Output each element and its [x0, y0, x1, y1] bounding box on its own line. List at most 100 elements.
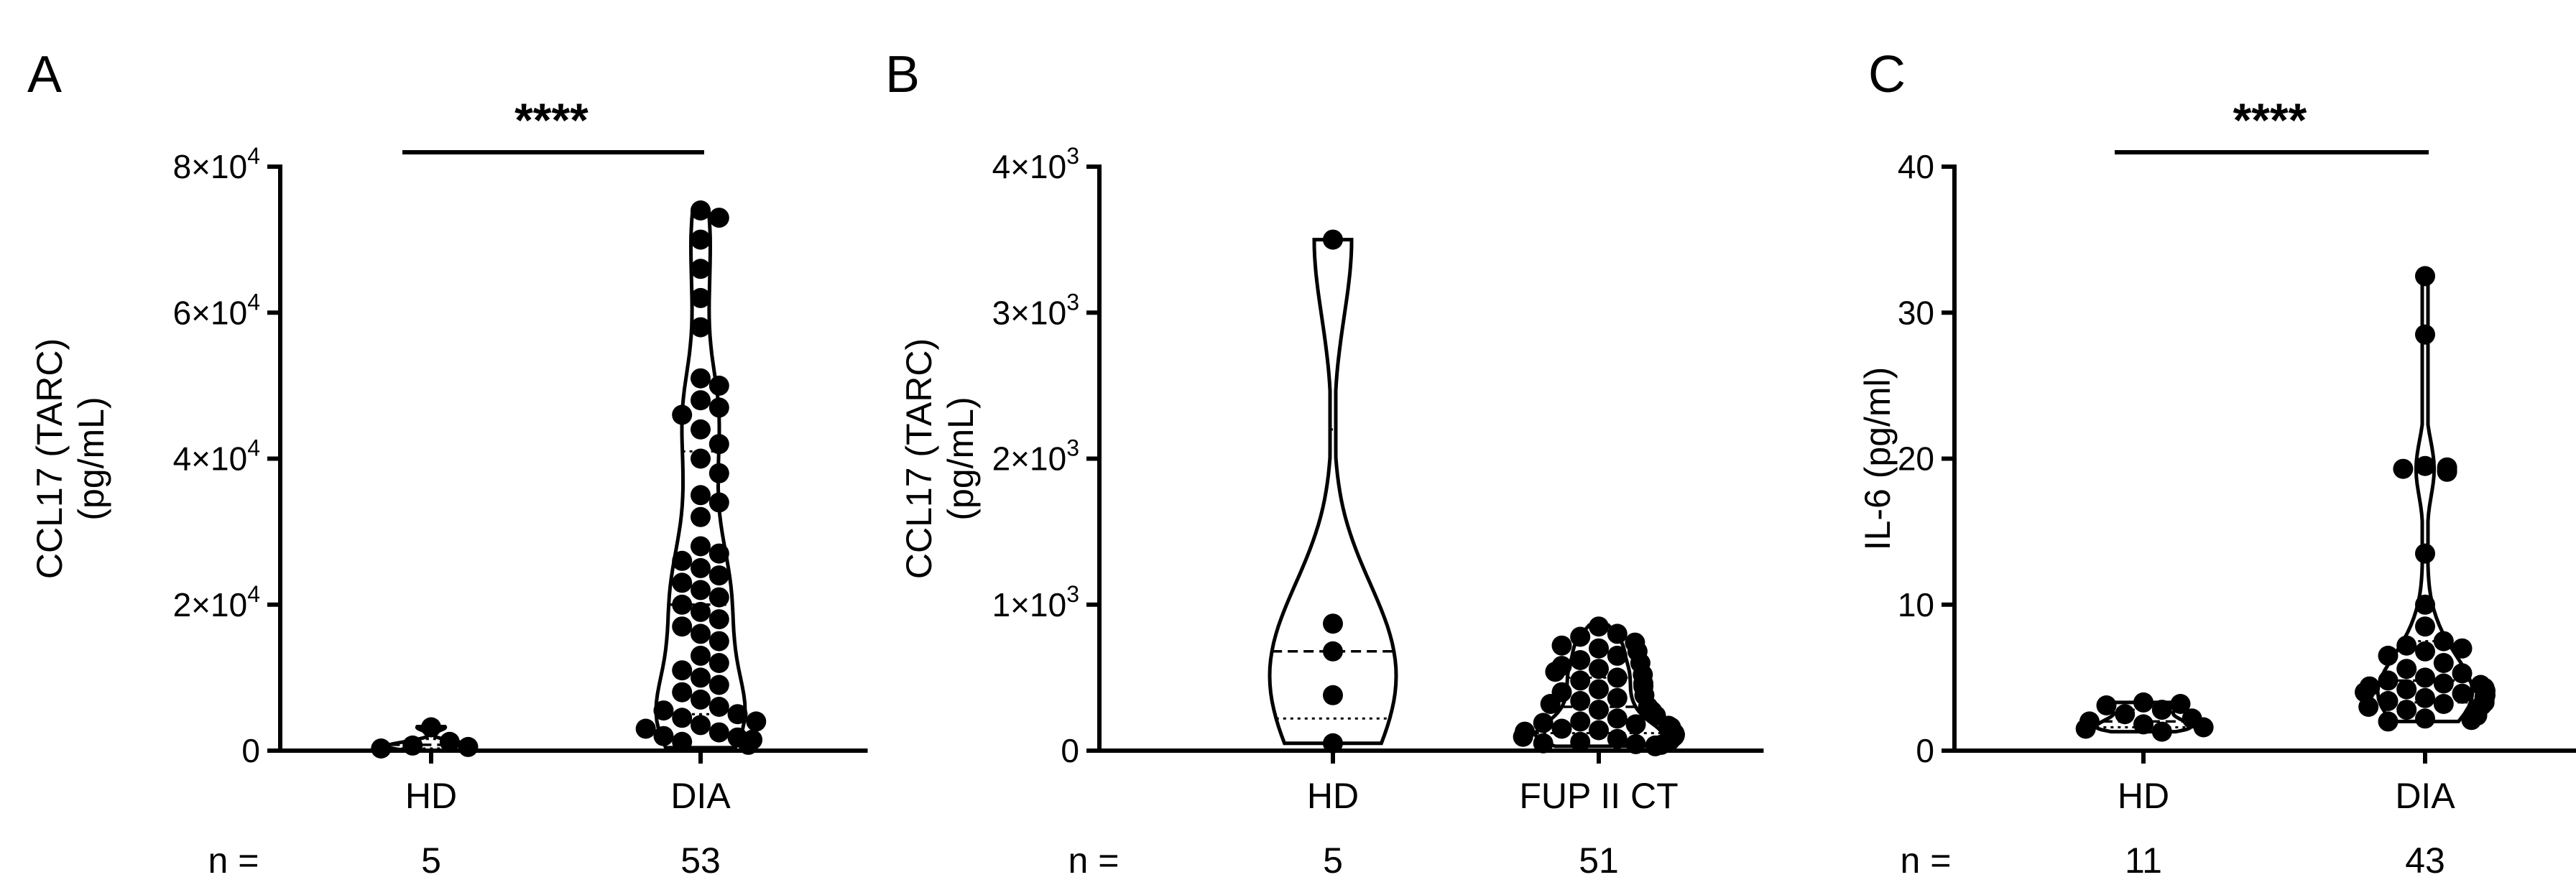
data-point	[2415, 324, 2435, 345]
data-point	[708, 463, 729, 483]
data-point	[2393, 458, 2414, 479]
x-category-label: DIA	[670, 776, 731, 816]
data-point	[421, 717, 441, 738]
y-tick-label: 2×104	[173, 581, 260, 624]
n-value: 51	[1579, 840, 1619, 881]
data-point	[2396, 659, 2417, 680]
y-tick-label: 30	[1898, 294, 1934, 331]
data-point	[738, 734, 759, 755]
data-point	[672, 731, 693, 752]
data-point	[708, 609, 729, 630]
data-point	[708, 722, 729, 743]
data-point	[1540, 694, 1561, 714]
data-point	[691, 667, 711, 688]
n-value: 53	[680, 840, 721, 881]
panel-letter-c: C	[1868, 46, 1906, 103]
data-point	[1513, 726, 1533, 747]
y-tick-label: 0	[1916, 732, 1934, 769]
data-point	[2452, 663, 2473, 684]
data-point	[691, 580, 711, 601]
data-point	[2396, 679, 2417, 700]
data-point	[672, 616, 693, 637]
data-point	[2378, 645, 2399, 666]
data-point	[691, 368, 711, 389]
data-point	[1323, 685, 1343, 705]
data-point	[2433, 673, 2454, 694]
data-point	[2415, 687, 2435, 708]
data-point	[1589, 679, 1609, 700]
data-point	[672, 594, 693, 615]
data-point	[691, 601, 711, 622]
data-point	[691, 390, 711, 411]
y-tick-label: 4×104	[173, 435, 260, 478]
x-category-label: HD	[405, 776, 457, 816]
n-value: 43	[2405, 840, 2445, 881]
data-point	[1570, 650, 1591, 670]
data-point	[1570, 711, 1591, 732]
data-point	[691, 419, 711, 440]
data-point	[2378, 690, 2399, 711]
n-row-prefix: n =	[208, 840, 259, 881]
data-point	[1570, 670, 1591, 691]
data-point	[1607, 687, 1628, 708]
data-point	[653, 726, 674, 746]
data-point	[2415, 641, 2435, 662]
data-point	[2452, 683, 2473, 704]
data-point	[672, 682, 693, 703]
data-point	[691, 557, 711, 578]
data-point	[1589, 638, 1609, 659]
data-point	[691, 287, 711, 308]
data-point	[727, 704, 748, 725]
data-point	[708, 208, 729, 228]
data-point	[691, 536, 711, 557]
data-point	[2193, 717, 2214, 738]
data-point	[1570, 731, 1591, 752]
data-point	[2415, 667, 2435, 688]
data-point	[2133, 714, 2153, 735]
data-point	[746, 711, 767, 732]
data-point	[2075, 718, 2096, 739]
data-point	[2133, 692, 2153, 713]
y-tick-label: 8×104	[173, 143, 260, 185]
y-tick-label: 4×103	[992, 143, 1079, 185]
data-point	[691, 689, 711, 710]
data-point	[1545, 662, 1566, 682]
data-point	[2415, 455, 2435, 476]
data-point	[2433, 694, 2454, 714]
n-value: 11	[2125, 840, 2162, 881]
data-point	[1645, 736, 1666, 756]
y-tick-label: 10	[1898, 586, 1934, 624]
data-point	[1533, 733, 1554, 754]
data-point	[1607, 645, 1628, 666]
y-tick-label: 6×104	[173, 289, 260, 331]
y-tick-label: 1×103	[992, 581, 1079, 624]
data-point	[691, 715, 711, 736]
data-point	[1533, 713, 1554, 733]
data-point	[672, 708, 693, 728]
data-point	[2415, 616, 2435, 637]
data-point	[708, 397, 729, 418]
y-tick-label: 0	[1061, 732, 1079, 769]
data-point	[2452, 638, 2473, 659]
data-point	[708, 587, 729, 608]
data-point	[1551, 718, 1572, 739]
data-point	[691, 506, 711, 527]
panel-letter-a: A	[27, 46, 62, 103]
data-point	[672, 550, 693, 571]
n-row-prefix: n =	[1068, 840, 1120, 881]
data-point	[2415, 543, 2435, 564]
data-point	[2378, 711, 2399, 732]
data-point	[1570, 690, 1591, 711]
y-tick-label: 20	[1898, 440, 1934, 478]
data-point	[2461, 710, 2482, 731]
significance-stars: ****	[2233, 93, 2307, 147]
data-point	[1323, 613, 1343, 634]
data-point	[1607, 624, 1628, 644]
y-tick-label: 0	[241, 732, 260, 769]
data-point	[672, 404, 693, 425]
x-category-label: HD	[2118, 776, 2169, 816]
n-value: 5	[1323, 840, 1343, 881]
data-point	[2437, 461, 2457, 482]
data-point	[691, 448, 711, 469]
